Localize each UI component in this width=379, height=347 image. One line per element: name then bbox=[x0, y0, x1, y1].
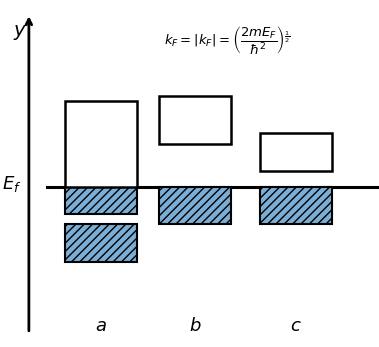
Bar bbox=[65, 224, 137, 262]
Bar bbox=[260, 187, 332, 224]
Text: $a$: $a$ bbox=[95, 317, 107, 335]
Bar bbox=[159, 187, 231, 224]
Text: $y$: $y$ bbox=[13, 23, 27, 42]
Text: $k_F = |k_F| = \left(\dfrac{2mE_F}{\hbar^2}\right)^{\frac{1}{2}}$: $k_F = |k_F| = \left(\dfrac{2mE_F}{\hbar… bbox=[164, 24, 291, 56]
Bar bbox=[65, 101, 137, 187]
Bar bbox=[260, 134, 332, 171]
Text: $c$: $c$ bbox=[290, 317, 302, 335]
Text: $E_f$: $E_f$ bbox=[2, 174, 21, 194]
Text: $b$: $b$ bbox=[189, 317, 201, 335]
Bar bbox=[65, 187, 137, 213]
Bar bbox=[159, 96, 231, 144]
